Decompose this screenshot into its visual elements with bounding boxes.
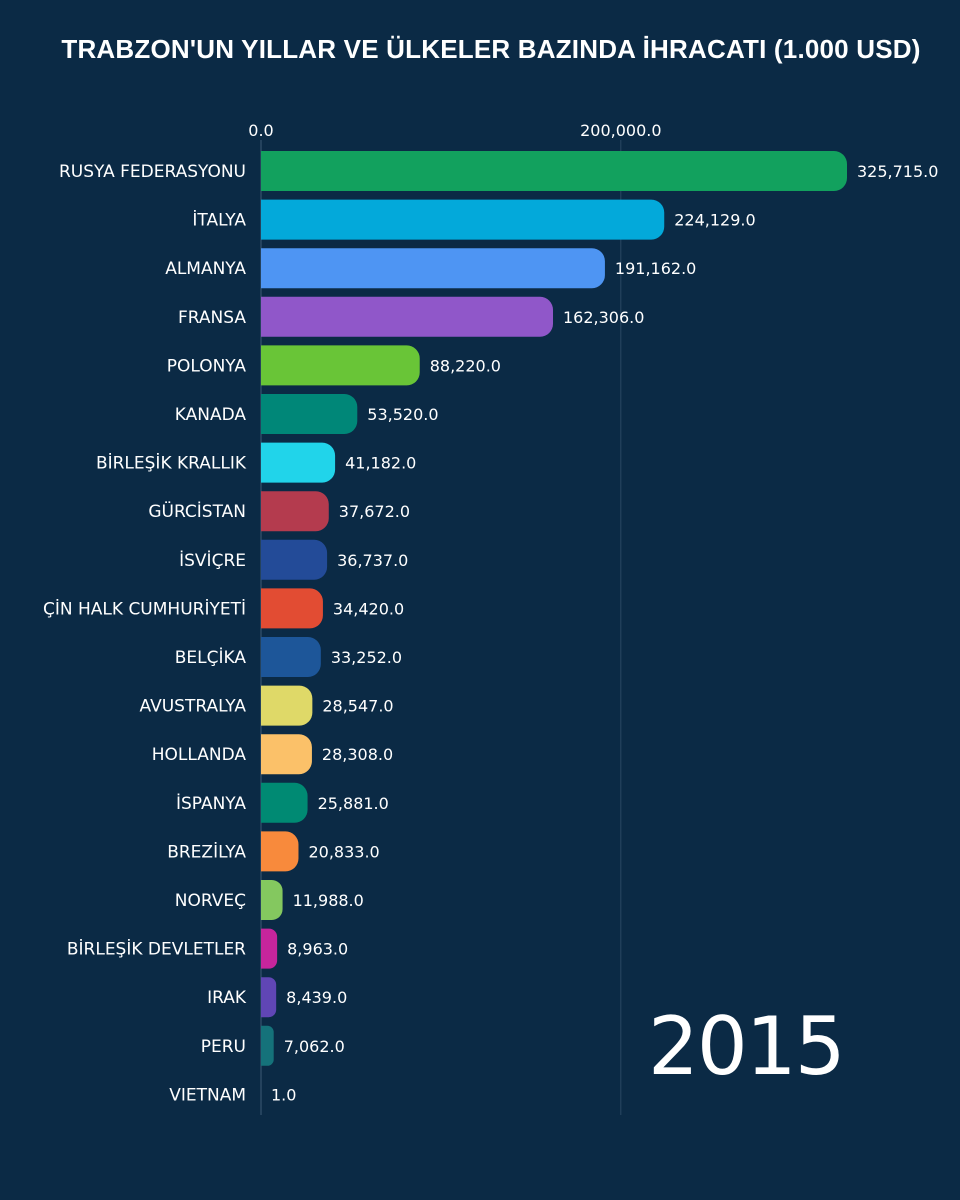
bar xyxy=(261,345,420,386)
bar xyxy=(261,977,277,1018)
value-label: 41,182.0 xyxy=(345,454,416,473)
value-label: 28,547.0 xyxy=(322,697,393,716)
category-label: GÜRCİSTAN xyxy=(148,500,246,522)
category-label: HOLLANDA xyxy=(152,745,247,765)
value-label: 37,672.0 xyxy=(339,502,410,521)
bar xyxy=(261,782,308,823)
bar xyxy=(261,831,299,872)
bar xyxy=(261,296,554,337)
value-label: 162,306.0 xyxy=(563,308,644,327)
value-label: 224,129.0 xyxy=(674,211,755,230)
bar xyxy=(261,734,312,775)
value-label: 8,439.0 xyxy=(286,988,347,1007)
value-label: 34,420.0 xyxy=(333,599,404,618)
value-label: 28,308.0 xyxy=(322,745,393,764)
category-label: POLONYA xyxy=(167,356,247,376)
value-label: 7,062.0 xyxy=(284,1037,345,1056)
bar xyxy=(261,394,358,434)
category-label: AVUSTRALYA xyxy=(140,697,247,717)
value-label: 33,252.0 xyxy=(331,648,402,667)
bar xyxy=(261,588,323,629)
bar xyxy=(261,151,847,191)
category-label: BELÇİKA xyxy=(175,647,247,668)
bar xyxy=(261,199,665,240)
category-label: İSPANYA xyxy=(176,793,246,814)
category-label: KANADA xyxy=(175,405,247,425)
category-label: PERU xyxy=(201,1037,246,1057)
bar xyxy=(261,248,605,289)
value-label: 20,833.0 xyxy=(308,842,379,861)
value-label: 36,737.0 xyxy=(337,551,408,570)
bar xyxy=(261,539,328,580)
x-tick-label: 0.0 xyxy=(248,121,273,140)
x-tick-label: 200,000.0 xyxy=(580,121,661,140)
year-label: 2015 xyxy=(648,1000,846,1093)
category-label: VIETNAM xyxy=(169,1085,246,1105)
category-label: İTALYA xyxy=(192,210,246,231)
bar xyxy=(261,685,313,726)
value-label: 11,988.0 xyxy=(293,891,364,910)
category-label: BİRLEŞİK DEVLETLER xyxy=(67,939,246,960)
bar xyxy=(261,491,329,532)
category-label: BİRLEŞİK KRALLIK xyxy=(96,453,247,474)
category-label: İSVİÇRE xyxy=(179,550,246,571)
value-label: 1.0 xyxy=(271,1085,296,1104)
value-label: 88,220.0 xyxy=(430,356,501,375)
chart-title: TRABZON'UN YILLAR VE ÜLKELER BAZINDA İHR… xyxy=(61,34,921,64)
category-label: RUSYA FEDERASYONU xyxy=(59,162,246,182)
bar xyxy=(261,928,278,969)
category-label: IRAK xyxy=(207,988,247,1008)
value-label: 191,162.0 xyxy=(615,259,696,278)
value-label: 25,881.0 xyxy=(318,794,389,813)
category-label: BREZİLYA xyxy=(167,841,246,862)
bar xyxy=(261,1025,274,1066)
category-label: NORVEÇ xyxy=(175,891,246,911)
bar xyxy=(261,637,321,677)
value-label: 325,715.0 xyxy=(857,162,938,181)
category-label: FRANSA xyxy=(178,308,246,328)
category-label: ALMANYA xyxy=(165,259,246,279)
value-label: 53,520.0 xyxy=(367,405,438,424)
bar xyxy=(261,442,336,483)
bar xyxy=(261,880,283,920)
value-label: 8,963.0 xyxy=(287,940,348,959)
category-label: ÇİN HALK CUMHURİYETİ xyxy=(43,598,246,619)
